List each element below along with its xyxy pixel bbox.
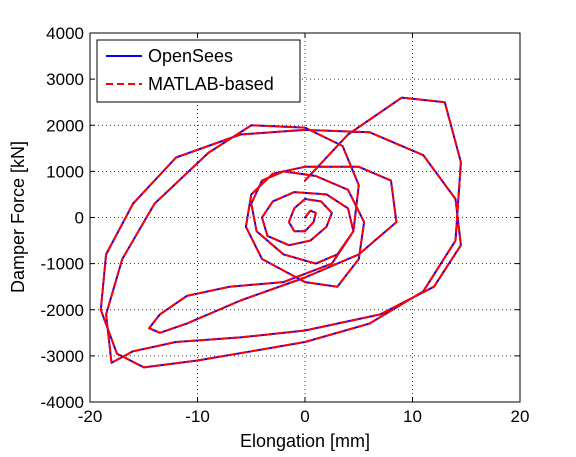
y-tick-label: 3000 xyxy=(46,70,84,89)
y-tick-label: 2000 xyxy=(46,116,84,135)
y-tick-label: 1000 xyxy=(46,162,84,181)
y-tick-label: 4000 xyxy=(46,24,84,43)
x-tick-label: -20 xyxy=(78,407,103,426)
legend-box xyxy=(96,39,301,103)
legend-label-opensees: OpenSees xyxy=(148,46,233,66)
x-tick-label: 20 xyxy=(511,407,530,426)
series-lines xyxy=(99,96,462,369)
series-line-matlab xyxy=(99,96,462,369)
legend-label-matlab: MATLAB-based xyxy=(148,74,274,94)
x-tick-label: 0 xyxy=(300,407,309,426)
legend: OpenSees MATLAB-based xyxy=(96,39,301,103)
x-tick-label: 10 xyxy=(403,407,422,426)
y-tick-label: 0 xyxy=(75,209,84,228)
y-tick-label: -2000 xyxy=(41,301,84,320)
y-tick-label: -4000 xyxy=(41,393,84,412)
x-tick-label: -10 xyxy=(185,407,210,426)
y-axis-label: Damper Force [kN] xyxy=(8,141,28,293)
x-axis-label: Elongation [mm] xyxy=(240,431,370,451)
x-ticks: -20 -10 0 10 20 xyxy=(78,33,530,426)
y-tick-label: -1000 xyxy=(41,255,84,274)
y-ticks: -4000 -3000 -2000 -1000 0 1000 2000 3000 4000 xyxy=(41,24,520,412)
y-tick-label: -3000 xyxy=(41,347,84,366)
